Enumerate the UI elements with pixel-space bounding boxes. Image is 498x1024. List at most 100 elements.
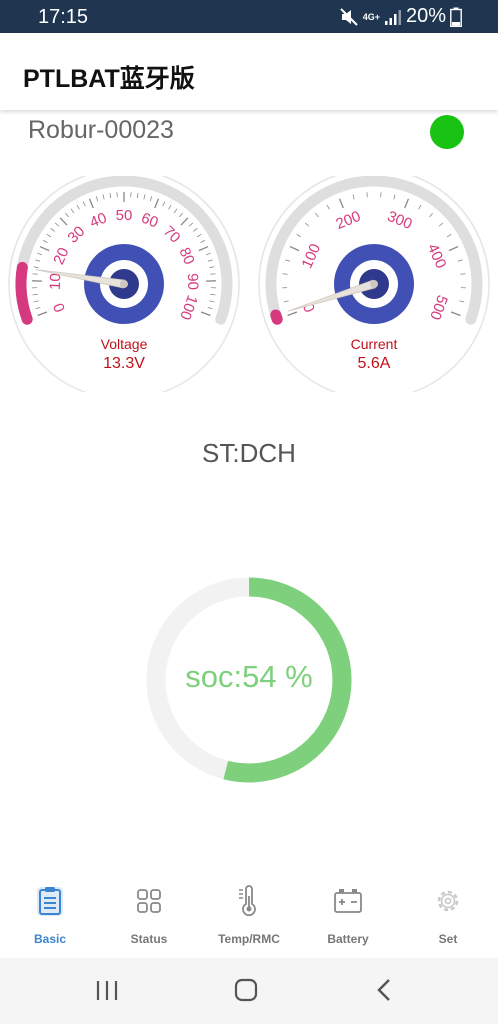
voltage-tick xyxy=(82,201,86,207)
current-tick xyxy=(460,273,466,275)
voltage-tick xyxy=(200,239,206,243)
current-bezel xyxy=(258,176,490,392)
current-tick xyxy=(418,204,422,210)
nav-status[interactable]: Status xyxy=(99,870,199,958)
connection-indicator xyxy=(430,115,464,149)
current-tick xyxy=(326,204,330,210)
soc-text: soc:54 % xyxy=(185,659,313,694)
voltage-tick xyxy=(88,198,94,209)
current-tick xyxy=(283,300,289,303)
current-tick xyxy=(285,259,291,262)
voltage-tick-label: 50 xyxy=(116,207,133,224)
current-tick xyxy=(352,194,355,200)
voltage-tick xyxy=(210,273,216,275)
status-time: 17:15 xyxy=(38,6,89,28)
back-icon[interactable] xyxy=(364,974,404,1008)
current-tick xyxy=(315,212,319,218)
nav-set-label: Set xyxy=(438,932,458,946)
voltage-tick-label: 0 xyxy=(50,301,69,315)
voltage-tick xyxy=(180,217,189,226)
thermometer-icon xyxy=(239,885,256,917)
current-label: Current xyxy=(350,336,398,352)
current-tick xyxy=(438,222,444,227)
current-tick-label: 300 xyxy=(385,208,415,233)
current-tick xyxy=(448,245,459,252)
nav-set[interactable]: Set xyxy=(398,870,498,958)
home-icon[interactable] xyxy=(226,974,266,1008)
voltage-needle-cap xyxy=(120,280,128,288)
current-tick xyxy=(287,311,298,317)
voltage-tick xyxy=(168,204,172,210)
voltage-tick xyxy=(54,222,60,227)
voltage-tick xyxy=(209,266,215,269)
voltage-tick xyxy=(179,212,183,218)
system-nav-bar xyxy=(0,958,498,1024)
voltage-tick xyxy=(70,208,75,214)
voltage-tick xyxy=(33,300,39,303)
voltage-tick xyxy=(95,196,99,202)
voltage-tick xyxy=(210,293,216,296)
voltage-tick xyxy=(198,245,209,252)
mute-icon xyxy=(339,7,358,26)
current-tick xyxy=(296,233,302,238)
voltage-tick xyxy=(205,252,211,256)
nav-status-label: Status xyxy=(130,932,168,946)
current-tick-label: 200 xyxy=(334,208,364,233)
voltage-track xyxy=(15,176,233,325)
nav-battery[interactable]: Battery xyxy=(298,870,398,958)
current-tick xyxy=(457,259,463,262)
voltage-tick-label: 100 xyxy=(176,293,201,322)
voltage-tick-label: 80 xyxy=(175,245,197,267)
nav-basic[interactable]: Basic xyxy=(0,870,100,958)
voltage-bezel xyxy=(8,176,240,392)
voltage-tick xyxy=(173,208,178,214)
voltage-tick xyxy=(207,259,213,262)
voltage-tick xyxy=(59,217,68,226)
grid-icon xyxy=(137,889,161,913)
voltage-tick xyxy=(39,245,50,252)
voltage-tick xyxy=(207,307,213,310)
status-icons: 4G+ 20% xyxy=(335,5,462,28)
current-tick xyxy=(304,222,310,227)
voltage-value: 13.3V xyxy=(103,355,145,372)
nav-temp-rmc[interactable]: Temp/RMC xyxy=(199,870,299,958)
current-needle-cap xyxy=(370,280,378,288)
current-tick-label: 100 xyxy=(299,241,325,271)
current-tick-label: 400 xyxy=(424,241,450,271)
voltage-tick xyxy=(76,204,80,210)
voltage-tick xyxy=(37,252,43,256)
soc-progress xyxy=(146,577,352,783)
device-name: Robur-00023 xyxy=(28,116,174,144)
nav-battery-label: Battery xyxy=(327,932,369,946)
clipboard-icon xyxy=(37,887,63,916)
voltage-tick xyxy=(50,228,55,232)
bottom-nav: Basic Status Temp/RMC Batter xyxy=(0,870,498,958)
voltage-tick xyxy=(65,212,69,218)
voltage-tick xyxy=(188,222,194,227)
voltage-tick-label: 20 xyxy=(50,245,72,267)
voltage-tick xyxy=(193,228,198,232)
voltage-tick xyxy=(37,311,48,317)
battery-icon xyxy=(334,889,362,913)
voltage-gauge: 0 10 20 30 40 50 60 70 80 90 100 Voltage 13.3V xyxy=(6,176,242,392)
voltage-tick xyxy=(32,293,38,296)
voltage-tick xyxy=(136,193,139,199)
voltage-tick xyxy=(154,198,160,209)
battery-percent: 20% xyxy=(405,5,446,27)
voltage-value-arc xyxy=(15,261,33,325)
current-tick xyxy=(404,198,410,209)
voltage-tick xyxy=(33,266,39,269)
nav-temp-rmc-label: Temp/RMC xyxy=(218,932,280,946)
gear-icon xyxy=(437,890,459,912)
current-track xyxy=(265,176,483,325)
voltage-tick xyxy=(109,193,112,199)
voltage-tick-label: 10 xyxy=(47,273,65,290)
status-bar: 17:15 4G+ 20% xyxy=(0,0,498,33)
voltage-tick xyxy=(35,307,41,310)
voltage-tick xyxy=(32,273,38,275)
app-title: PTLBAT蓝牙版 xyxy=(23,65,195,93)
recent-apps-icon[interactable] xyxy=(87,974,127,1008)
voltage-tick xyxy=(196,233,202,238)
current-tick xyxy=(429,212,433,218)
voltage-label: Voltage xyxy=(100,336,148,352)
